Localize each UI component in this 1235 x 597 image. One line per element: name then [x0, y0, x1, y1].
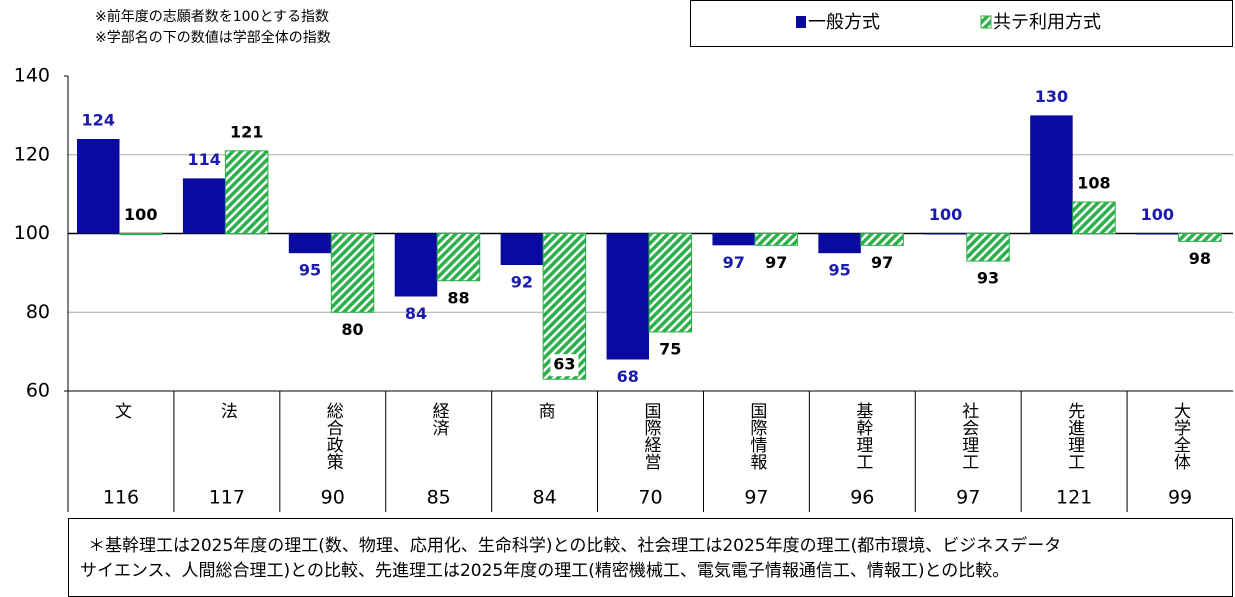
data-label: 121 [230, 122, 263, 141]
data-label: 97 [871, 253, 893, 272]
total-label: 117 [209, 487, 245, 509]
data-label: 100 [124, 205, 157, 224]
total-label: 116 [103, 487, 139, 509]
data-label: 63 [553, 355, 575, 374]
x-tick-label: 国際情報 [746, 402, 767, 471]
total-label: 96 [850, 487, 874, 509]
bar [1136, 233, 1179, 235]
bar [860, 233, 904, 246]
bar [500, 233, 544, 265]
data-label: 97 [723, 253, 745, 272]
bar [1030, 115, 1073, 234]
x-tick-label: 先進理工 [1064, 402, 1085, 470]
y-tick-label: 80 [26, 301, 50, 323]
data-label: 75 [659, 339, 681, 358]
x-tick-label: 社会理工 [958, 402, 979, 470]
note: ※前年度の志願者数を100とする指数 [95, 8, 329, 25]
total-label: 85 [427, 487, 451, 509]
bar [119, 233, 163, 235]
data-label: 100 [1141, 205, 1174, 224]
bar [224, 150, 269, 234]
label-bg [550, 354, 579, 377]
y-tick-label: 60 [26, 380, 50, 402]
total-label: 97 [956, 487, 980, 509]
bar [77, 139, 120, 234]
note: ※学部名の下の数値は学部全体の指数 [95, 29, 331, 46]
y-tick-label: 120 [14, 143, 50, 165]
bar [288, 233, 332, 254]
bar [1072, 201, 1116, 234]
x-tick-label: 法 [217, 402, 238, 419]
data-label: 108 [1077, 174, 1110, 193]
data-label: 124 [82, 111, 115, 130]
data-label: 100 [929, 205, 962, 224]
data-label: 95 [828, 261, 850, 280]
total-label: 84 [532, 487, 556, 509]
data-label: 95 [299, 261, 321, 280]
data-label: 97 [765, 253, 787, 272]
data-label: 92 [511, 273, 533, 292]
bar [818, 233, 861, 254]
y-tick-label: 140 [14, 65, 50, 87]
bar [436, 233, 481, 282]
x-tick-label: 大学全体 [1170, 402, 1191, 470]
footnote: サイエンス、人間総合理工)との比較、先進理工は2025年度の理工(精密機械工、電… [80, 561, 1009, 581]
total-label: 121 [1056, 487, 1092, 509]
data-label: 98 [1189, 249, 1211, 268]
bar [1178, 233, 1222, 242]
bar [648, 233, 693, 333]
x-tick-label: 基幹理工 [852, 402, 873, 470]
data-label: 88 [447, 288, 469, 307]
x-tick-label: 商 [535, 402, 555, 420]
y-tick-label: 100 [14, 222, 50, 244]
footnote-box [68, 518, 1233, 597]
footnote: ＊基幹理工は2025年度の理工(数、物理、応用化、生命科学)との比較、社会理工は… [88, 535, 1061, 556]
legend-swatch [980, 15, 992, 29]
data-label: 80 [341, 320, 363, 339]
total-label: 99 [1168, 487, 1192, 509]
bar [754, 233, 798, 246]
data-label: 130 [1035, 87, 1068, 106]
bar [924, 233, 967, 235]
legend-label: 共テ利用方式 [993, 12, 1101, 33]
data-label: 114 [187, 150, 220, 169]
legend-label: 一般方式 [808, 12, 880, 33]
bar [606, 233, 650, 360]
data-label: 84 [405, 304, 427, 323]
bar [394, 233, 438, 297]
total-label: 70 [638, 487, 662, 509]
x-tick-label: 経済 [429, 402, 450, 436]
bar [330, 233, 375, 313]
data-label: 93 [977, 269, 999, 288]
legend-box [690, 0, 1233, 47]
x-tick-label: 総合政策 [323, 402, 344, 470]
bar [712, 233, 755, 246]
data-label: 68 [617, 367, 639, 386]
bar [182, 178, 226, 234]
x-tick-label: 文 [111, 402, 132, 419]
x-tick-label: 国際経営 [641, 402, 662, 470]
legend-swatch [796, 16, 806, 28]
total-label: 90 [321, 487, 345, 509]
bar [966, 233, 1010, 262]
total-label: 97 [744, 487, 768, 509]
